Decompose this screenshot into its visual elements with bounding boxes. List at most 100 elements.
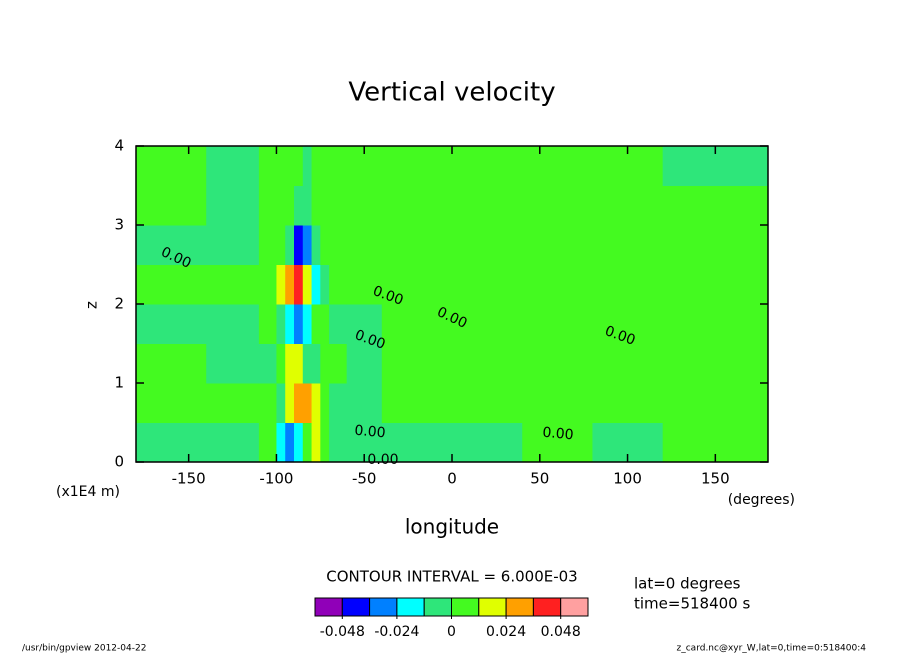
field-cell — [662, 264, 769, 305]
colorbar-label: -0.048 — [320, 624, 365, 640]
field-cell — [320, 422, 330, 463]
field-cell — [592, 383, 664, 423]
field-cell — [258, 146, 277, 186]
field-cell — [346, 343, 383, 384]
colorbar-box — [314, 597, 343, 617]
y-tick-label: 1 — [114, 374, 124, 392]
field-cell — [136, 422, 207, 463]
contour-interval: CONTOUR INTERVAL = 6.000E-03 — [326, 568, 577, 586]
footer: /usr/bin/gpview 2012-04-22 — [22, 644, 146, 654]
contour-label: 0.00 — [542, 425, 574, 444]
field-cell — [302, 185, 313, 226]
field-cell — [452, 383, 523, 423]
field-cell — [276, 264, 286, 305]
colorbar-label: 0.024 — [486, 624, 526, 640]
field-cell — [302, 422, 313, 463]
field-cell — [592, 343, 664, 384]
field-cell — [452, 422, 523, 463]
field-cell — [311, 343, 321, 384]
field-cell — [285, 225, 295, 265]
field-cell — [276, 343, 286, 384]
field-cell — [662, 383, 769, 423]
field-cell — [381, 343, 453, 384]
field-cell — [452, 304, 523, 344]
field-cell — [381, 383, 453, 423]
chart-title: Vertical velocity — [348, 78, 555, 108]
field-cell — [258, 225, 277, 265]
colorbar-box — [560, 597, 589, 617]
field-cell — [662, 185, 769, 226]
field-cell — [136, 304, 207, 344]
field-cell — [311, 304, 321, 344]
colorbar-box — [451, 597, 480, 617]
field-cell — [346, 185, 383, 226]
field-cell — [302, 383, 313, 423]
field-cell — [522, 185, 593, 226]
field-cell — [206, 422, 260, 463]
field-cell — [311, 185, 321, 226]
field-cell — [592, 304, 664, 344]
field-cell — [276, 304, 286, 344]
field-cell — [294, 225, 304, 265]
field-cell — [285, 304, 295, 344]
field-cell — [320, 383, 330, 423]
field-cell — [302, 225, 313, 265]
field-cell — [136, 146, 207, 186]
field-cell — [346, 264, 383, 305]
colorbar-label: 0 — [447, 624, 456, 640]
field-cell — [258, 383, 277, 423]
x-tick-label: -150 — [172, 470, 206, 488]
field-cell — [294, 146, 304, 186]
field-cell — [329, 343, 348, 384]
field-cell — [136, 383, 207, 423]
y-tick-label: 2 — [114, 295, 124, 313]
field-cell — [136, 343, 207, 384]
field-cell — [311, 264, 321, 305]
field-cell — [206, 264, 260, 305]
field-cell — [320, 185, 330, 226]
field-cell — [285, 264, 295, 305]
field-cell — [329, 304, 348, 344]
field-cell — [294, 383, 304, 423]
field-cell — [294, 264, 304, 305]
x-tick-label: -100 — [259, 470, 293, 488]
field-cell — [329, 383, 348, 423]
colorbar-box — [478, 597, 507, 617]
field-cell — [276, 383, 286, 423]
field-cell — [136, 225, 207, 265]
contour-label: 0.00 — [367, 452, 398, 468]
field-cell — [452, 225, 523, 265]
field-cell — [592, 225, 664, 265]
field-cell — [311, 383, 321, 423]
field-cell — [452, 185, 523, 226]
field-cell — [320, 225, 330, 265]
field-cell — [381, 146, 453, 186]
field-cell — [329, 264, 348, 305]
colorbar-label: -0.024 — [374, 624, 419, 640]
field-cell — [522, 225, 593, 265]
field-cell — [346, 304, 383, 344]
field-cell — [381, 304, 453, 344]
field-cell — [302, 304, 313, 344]
field-cell — [136, 264, 207, 305]
field-cell — [320, 264, 330, 305]
field-cell — [522, 304, 593, 344]
field-cell — [276, 225, 286, 265]
field-cell — [258, 304, 277, 344]
y-units: (x1E4 m) — [56, 484, 120, 500]
info-text: time=518400 s — [634, 595, 750, 613]
field-cell — [346, 225, 383, 265]
x-tick-label: 50 — [530, 470, 549, 488]
field-cell — [206, 304, 260, 344]
field-cell — [285, 343, 295, 384]
field-cell — [285, 146, 295, 186]
field-cell — [302, 343, 313, 384]
field-cell — [276, 422, 286, 463]
field-cell — [311, 146, 321, 186]
field-cell — [522, 264, 593, 305]
colorbar-box — [505, 597, 534, 617]
x-tick-label: 100 — [613, 470, 642, 488]
field-cell — [452, 146, 523, 186]
